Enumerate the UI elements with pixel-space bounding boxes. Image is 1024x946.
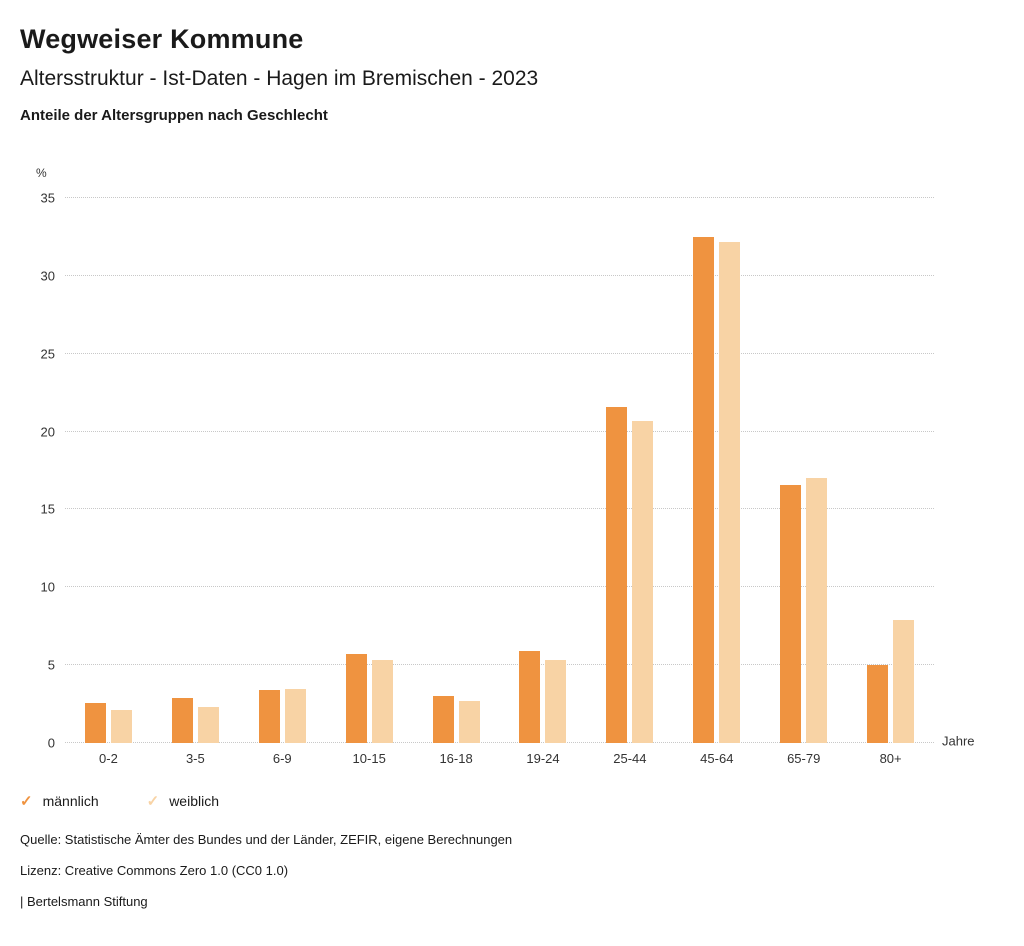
bar-männlich-19-24[interactable] [519, 651, 541, 743]
bar-weiblich-3-5[interactable] [197, 707, 219, 743]
gridline [65, 742, 934, 743]
y-tick-label: 35 [40, 190, 55, 206]
bar-group-25-44: 25-44 [586, 198, 673, 765]
bar-groups: 0-2 3-5 6-9 10-15 16-18 19-24 25-44 45-64 65-79 8… [65, 198, 934, 765]
bar-weiblich-80+[interactable] [893, 620, 915, 743]
bar-group-3-5: 3-5 [152, 198, 239, 765]
bar-männlich-45-64[interactable] [693, 236, 715, 743]
y-tick-label: 0 [47, 735, 55, 751]
legend-label-weiblich: weiblich [169, 793, 219, 809]
x-tick-label: 65-79 [787, 751, 821, 766]
source-text: Quelle: Statistische Ämter des Bundes un… [20, 832, 513, 847]
y-tick-label: 30 [40, 268, 55, 284]
gridline [65, 352, 934, 354]
bar-männlich-3-5[interactable] [171, 697, 193, 743]
bar-weiblich-45-64[interactable] [719, 241, 741, 743]
x-tick-label: 80+ [879, 751, 902, 766]
x-tick-label: 10-15 [352, 751, 386, 766]
gridline [65, 197, 934, 198]
gridline [65, 586, 934, 588]
x-tick-label: 6-9 [272, 751, 292, 766]
y-tick-label: 20 [40, 424, 55, 440]
bar-männlich-10-15[interactable] [345, 654, 367, 743]
check-icon: ✓ [146, 792, 160, 810]
bar-männlich-6-9[interactable] [258, 690, 280, 743]
page-title: Wegweiser Kommune [20, 24, 304, 54]
bar-group-0-2: 0-2 [65, 198, 152, 765]
gridline [65, 274, 934, 276]
bar-weiblich-6-9[interactable] [284, 688, 306, 743]
bar-weiblich-10-15[interactable] [371, 660, 393, 743]
bar-group-45-64: 45-64 [673, 198, 760, 765]
y-tick-label: 15 [40, 501, 55, 517]
gridline [65, 430, 934, 432]
bar-weiblich-0-2[interactable] [110, 710, 132, 743]
x-tick-label: 19-24 [526, 751, 560, 766]
chart-title: Altersstruktur - Ist-Daten - Hagen im Br… [20, 67, 539, 90]
x-tick-label: 25-44 [613, 751, 647, 766]
bar-group-10-15: 10-15 [326, 198, 413, 765]
bar-group-19-24: 19-24 [500, 198, 587, 765]
x-tick-label: 16-18 [439, 751, 473, 766]
bar-weiblich-19-24[interactable] [545, 660, 567, 743]
bar-group-6-9: 6-9 [239, 198, 326, 765]
check-icon: ✓ [20, 792, 33, 810]
legend-item-maennlich[interactable]: ✓ männlich [20, 793, 99, 809]
bar-group-16-18: 16-18 [413, 198, 500, 765]
bar-männlich-80+[interactable] [867, 665, 889, 743]
legend-item-weiblich[interactable]: ✓ weiblich [147, 793, 219, 809]
gridline [65, 664, 934, 666]
bar-männlich-65-79[interactable] [780, 484, 802, 743]
bar-männlich-16-18[interactable] [432, 696, 454, 743]
bar-group-80+: 80+ [847, 198, 934, 765]
x-tick-label: 3-5 [185, 751, 205, 766]
bar-männlich-25-44[interactable] [606, 406, 628, 743]
chart-subtitle: Anteile der Altersgruppen nach Geschlech… [20, 107, 328, 124]
x-axis-unit-label: Jahre [942, 733, 975, 749]
y-tick-label: 10 [40, 579, 55, 595]
y-axis-unit-label: % [36, 166, 47, 180]
footer: Quelle: Statistische Ämter des Bundes un… [20, 833, 1004, 908]
x-tick-label: 0-2 [99, 751, 118, 766]
bar-männlich-0-2[interactable] [84, 702, 106, 743]
y-tick-label: 25 [40, 346, 55, 362]
attribution-text: | Bertelsmann Stiftung [20, 894, 148, 909]
plot-area: Jahre 0 5 10 15 20 25 30 35 0-2 3-5 6-9 10-15 16-18 1… [41, 192, 975, 766]
y-tick-label: 5 [47, 657, 55, 673]
age-structure-bar-chart: % Jahre 0 5 10 15 20 25 30 35 0-2 3-5 6-9 10-15 16-1… [20, 166, 1004, 766]
bar-weiblich-65-79[interactable] [806, 478, 828, 743]
legend-label-maennlich: männlich [42, 793, 99, 809]
gridline [65, 508, 934, 510]
bar-weiblich-16-18[interactable] [458, 700, 480, 743]
bar-weiblich-25-44[interactable] [632, 420, 654, 743]
chart-legend: ✓ männlich ✓ weiblich [20, 793, 1004, 809]
x-tick-label: 45-64 [700, 751, 734, 766]
license-text: Lizenz: Creative Commons Zero 1.0 (CC0 1… [20, 863, 289, 878]
bar-group-65-79: 65-79 [760, 198, 847, 765]
